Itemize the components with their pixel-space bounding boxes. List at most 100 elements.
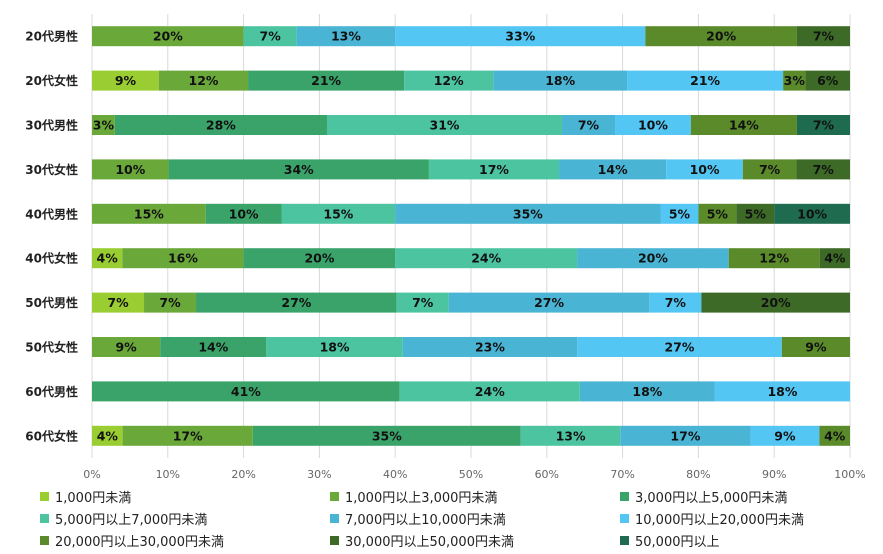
- bar-segment: [395, 203, 661, 224]
- data-label: 10%: [229, 206, 259, 221]
- legend-swatch: [40, 536, 49, 545]
- data-label: 7%: [260, 29, 282, 44]
- data-label: 15%: [134, 206, 164, 221]
- legend-label: 1,000円以上3,000円未満: [345, 491, 498, 506]
- category-label: 60代男性: [25, 384, 78, 399]
- data-label: 13%: [556, 428, 586, 443]
- bar-segment: [701, 292, 850, 313]
- data-label: 18%: [767, 384, 797, 399]
- legend-swatch: [40, 492, 49, 501]
- category-label: 60代女性: [25, 428, 78, 443]
- bar-segment: [649, 292, 702, 313]
- data-label: 10%: [638, 118, 668, 133]
- legend-label: 10,000円以上20,000円未満: [635, 513, 804, 528]
- x-tick-label: 90%: [762, 468, 786, 481]
- x-tick-label: 50%: [459, 468, 483, 481]
- bar-segment: [395, 26, 646, 47]
- bar-segment: [252, 425, 521, 446]
- bar-segment: [728, 248, 820, 269]
- bar-segment: [168, 159, 429, 180]
- bar-segment: [805, 70, 850, 91]
- data-label: 7%: [813, 118, 835, 133]
- data-label: 35%: [372, 428, 402, 443]
- x-tick-label: 10%: [156, 468, 180, 481]
- legend-swatch: [620, 514, 629, 523]
- bar-segment: [114, 115, 327, 135]
- x-tick-label: 20%: [231, 468, 255, 481]
- data-label: 31%: [430, 118, 460, 133]
- bar-segment: [122, 248, 244, 269]
- bar-segment: [144, 292, 197, 313]
- bar-segment: [783, 70, 806, 91]
- data-label: 12%: [759, 251, 789, 266]
- bar-segment: [92, 70, 159, 91]
- legend-item: 30,000円以上50,000円未満: [330, 532, 620, 550]
- x-tick-label: 40%: [383, 468, 407, 481]
- data-label: 3%: [93, 118, 115, 133]
- bar-segment: [559, 159, 667, 180]
- bar-segment: [395, 248, 578, 269]
- bar-segment: [819, 248, 850, 269]
- bar-segment: [577, 248, 729, 269]
- bar-segment: [750, 425, 820, 446]
- data-label: 24%: [475, 384, 505, 399]
- bar-segment: [92, 425, 123, 446]
- x-tick-label: 100%: [834, 468, 865, 481]
- legend-item: 1,000円未満: [40, 488, 330, 506]
- legend-label: 3,000円以上5,000円未満: [635, 491, 788, 506]
- stacked-bar-chart: 20% 7% 13% 33% 20% 7% 9% 12% 21% 12% 18% 21% 3% 6% 3% 2…: [25, 14, 866, 481]
- data-label: 12%: [434, 73, 464, 88]
- bar-segment: [714, 381, 850, 402]
- data-label: 3%: [784, 73, 806, 88]
- data-label: 17%: [479, 162, 509, 177]
- data-label: 7%: [578, 118, 600, 133]
- bar-segment: [796, 26, 850, 47]
- bar-segment: [92, 159, 169, 180]
- data-label: 17%: [670, 428, 700, 443]
- data-label: 18%: [320, 340, 350, 355]
- category-label: 20代男性: [25, 29, 78, 44]
- legend-swatch: [330, 514, 339, 523]
- bar-segment: [296, 26, 396, 47]
- legend-item: 20,000円以上30,000円未満: [40, 532, 330, 550]
- bar-segment: [493, 70, 628, 91]
- bars: 20% 7% 13% 33% 20% 7% 9% 12% 21% 12% 18% 21% 3% 6% 3% 2…: [92, 26, 850, 446]
- bar-segment: [281, 203, 396, 224]
- bar-segment: [92, 292, 145, 313]
- data-label: 4%: [824, 428, 846, 443]
- legend-label: 20,000円以上30,000円未満: [55, 535, 224, 550]
- data-label: 5%: [707, 206, 729, 221]
- x-tick-label: 0%: [83, 468, 100, 481]
- category-label: 30代男性: [25, 118, 78, 133]
- bar-segment: [122, 425, 253, 446]
- data-label: 14%: [598, 162, 628, 177]
- bar-segment: [774, 203, 850, 224]
- category-label: 40代女性: [25, 251, 78, 266]
- data-label: 7%: [665, 295, 687, 310]
- data-label: 10%: [797, 206, 827, 221]
- category-label: 50代女性: [25, 340, 78, 355]
- legend-label: 50,000円以上: [635, 535, 720, 550]
- data-label: 14%: [198, 340, 228, 355]
- x-axis-tick-labels: 0% 10% 20% 30% 40% 50% 60% 70% 80% 90% 100%: [83, 468, 865, 481]
- legend: 1,000円未満 1,000円以上3,000円未満 3,000円以上5,000円未満…: [40, 488, 870, 550]
- data-label: 21%: [311, 73, 341, 88]
- bar-segment: [579, 381, 715, 402]
- legend-item: 50,000円以上: [620, 532, 870, 550]
- bar-segment: [196, 292, 397, 313]
- x-tick-label: 80%: [686, 468, 710, 481]
- bar-segment: [561, 115, 616, 135]
- bar-segment: [796, 159, 850, 180]
- bar-segment: [399, 381, 580, 402]
- bar-segment: [660, 203, 699, 224]
- data-label: 7%: [813, 162, 835, 177]
- data-label: 41%: [231, 384, 261, 399]
- bar-segment: [690, 115, 797, 135]
- data-label: 24%: [471, 251, 501, 266]
- legend-swatch: [620, 492, 629, 501]
- data-label: 7%: [813, 29, 835, 44]
- data-label: 5%: [745, 206, 767, 221]
- legend-item: 1,000円以上3,000円未満: [330, 488, 620, 506]
- data-label: 4%: [824, 251, 846, 266]
- x-tick-label: 30%: [307, 468, 331, 481]
